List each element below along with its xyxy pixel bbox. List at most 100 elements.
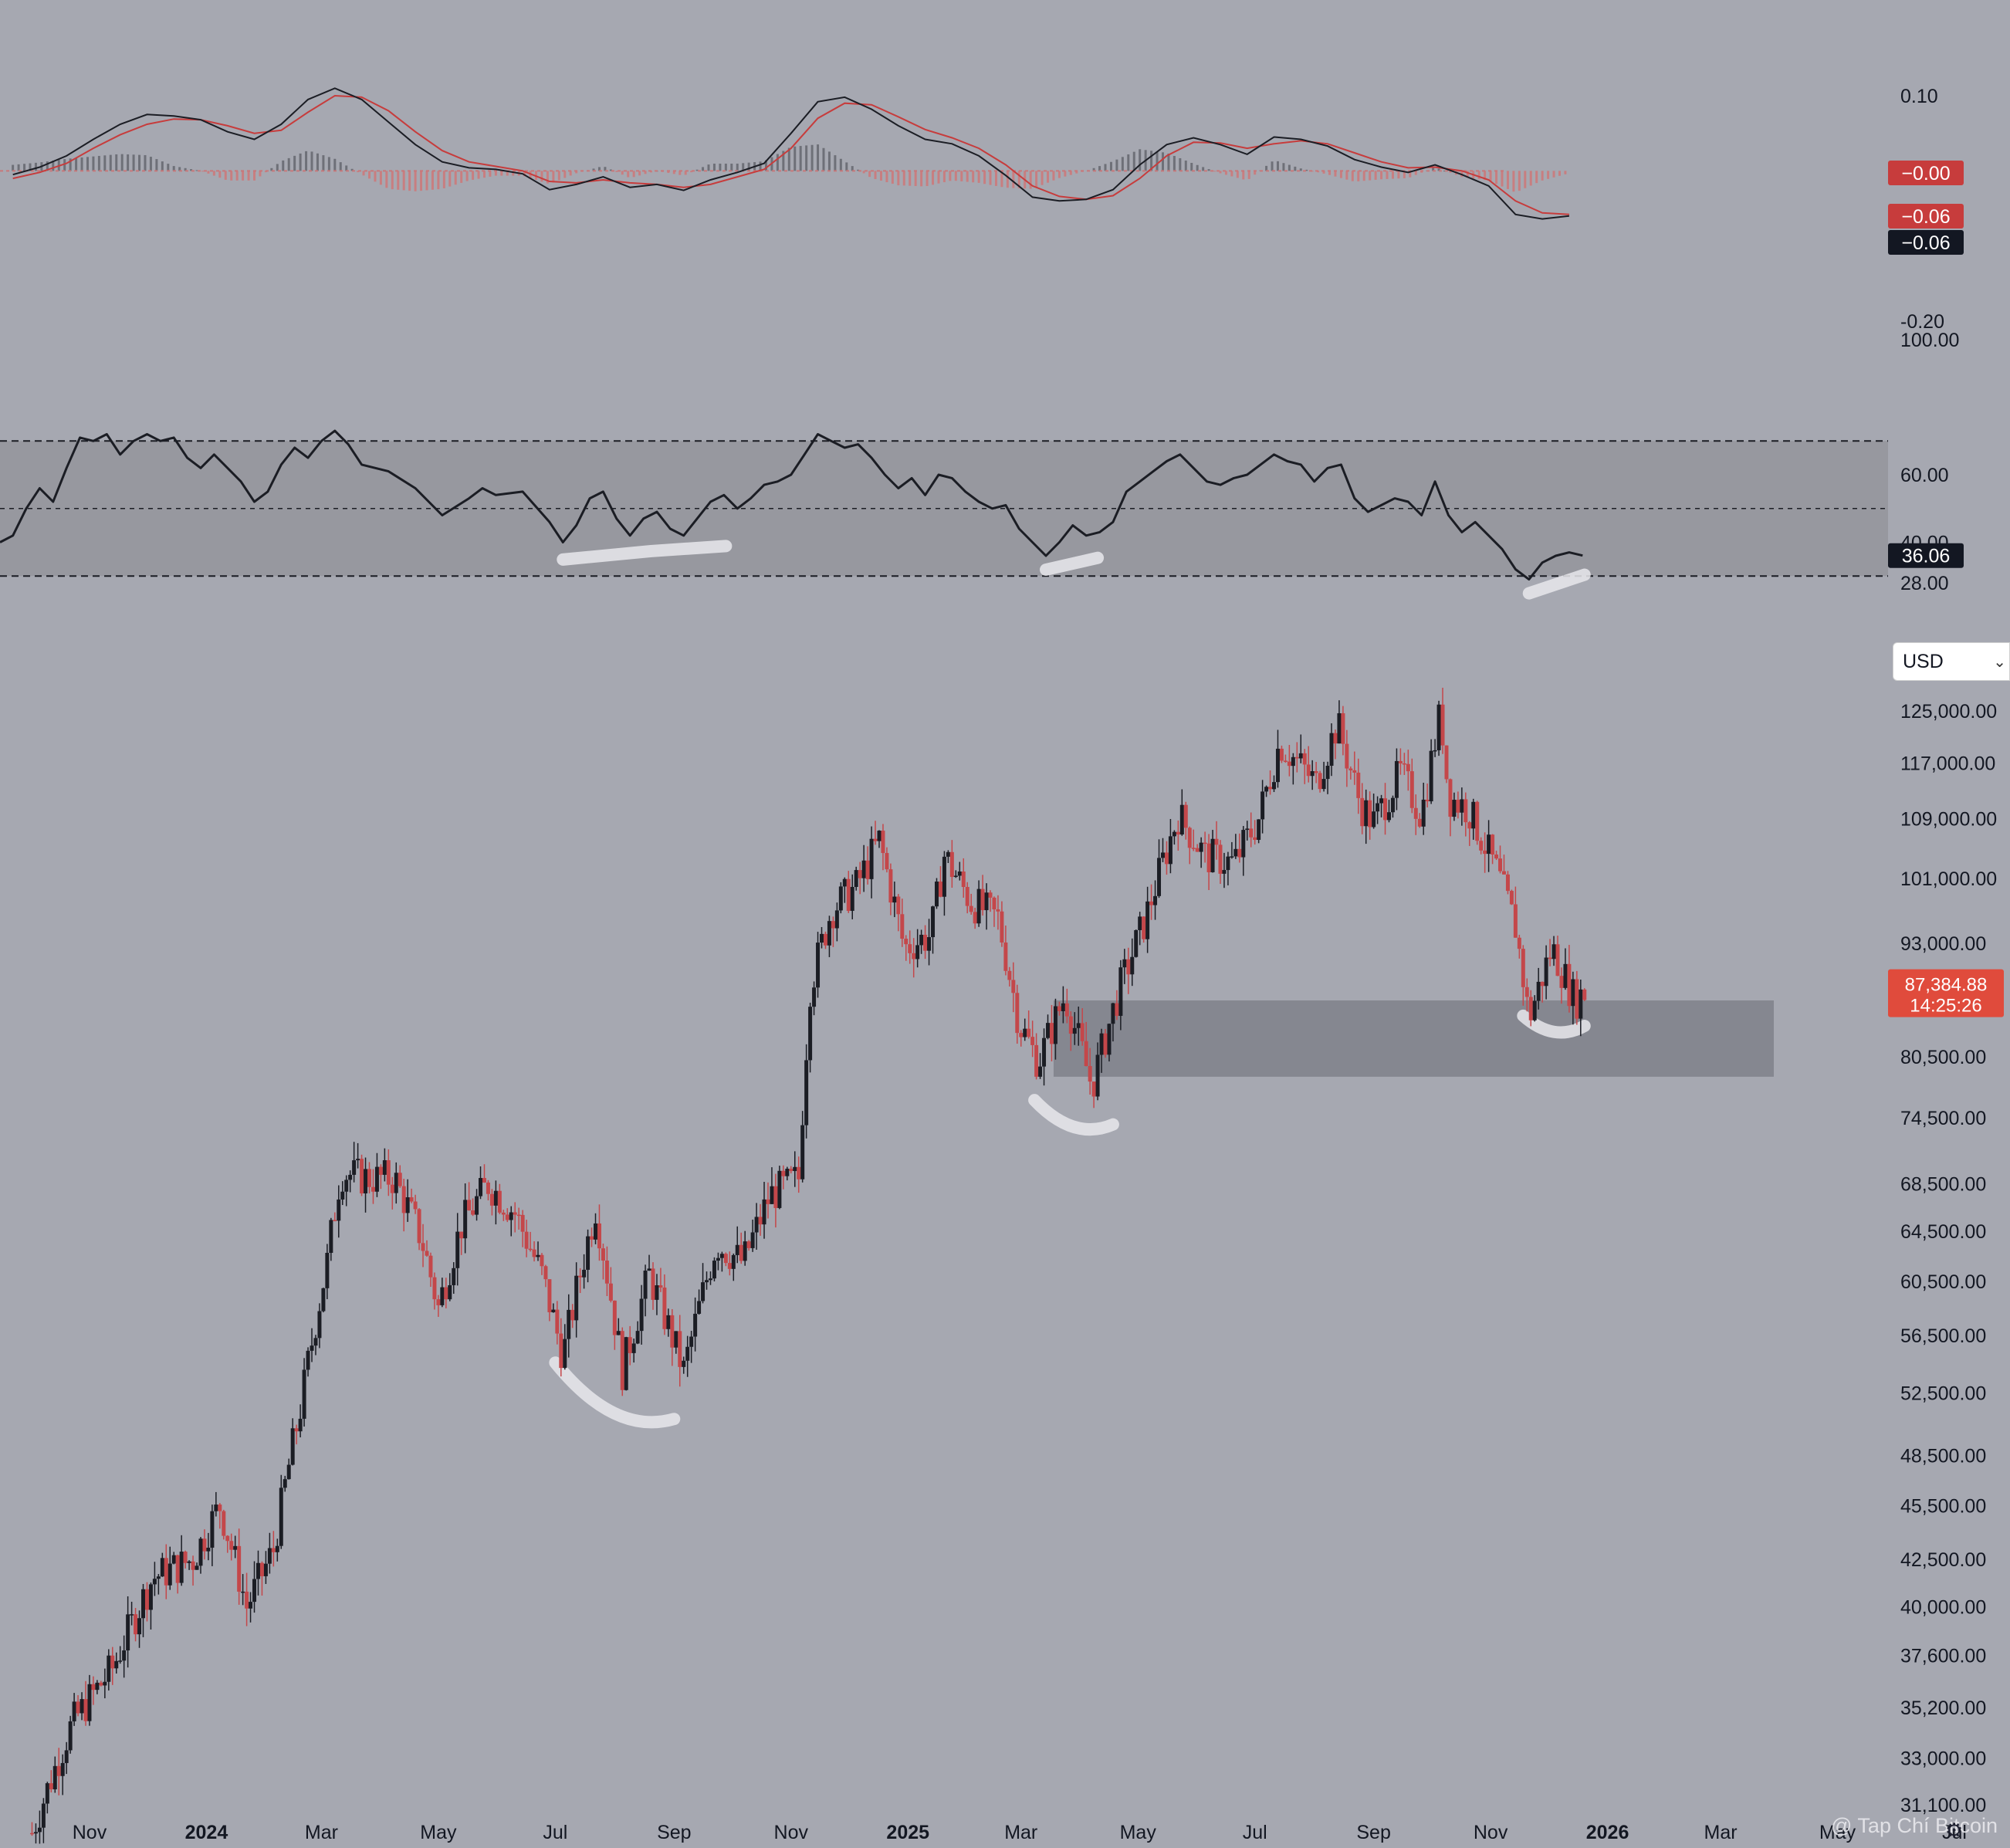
candle-body — [816, 943, 821, 988]
candle-body — [1160, 852, 1165, 858]
macd-histogram-bar — [1489, 171, 1492, 181]
price-highlight-stroke — [549, 1356, 681, 1429]
candle-body — [271, 1548, 276, 1552]
candle-body — [996, 909, 1000, 912]
macd-histogram-bar — [736, 163, 739, 171]
candle-body — [643, 1271, 648, 1299]
macd-histogram-bar — [242, 171, 245, 181]
macd-histogram-bar — [960, 171, 963, 181]
macd-histogram-bar — [357, 171, 360, 173]
candle-body — [1003, 942, 1008, 971]
macd-histogram-bar — [839, 158, 842, 171]
macd-histogram-bar — [63, 159, 66, 171]
candle-body — [279, 1488, 283, 1546]
candle-body — [275, 1545, 279, 1552]
candle-body — [283, 1479, 287, 1488]
candle-body — [1103, 1033, 1108, 1055]
macd-histogram-bar — [862, 171, 865, 174]
macd-histogram-bar — [1132, 151, 1135, 171]
macd-histogram-bar — [127, 154, 130, 171]
macd-histogram-bar — [1369, 171, 1372, 181]
candle-body — [516, 1214, 521, 1217]
candle-body — [861, 860, 866, 878]
macd-histogram-bar — [834, 155, 837, 171]
candle-body — [957, 871, 962, 876]
time-tick-label: Jul — [543, 1822, 567, 1843]
settings-icon[interactable]: ⚙ — [1945, 1819, 1964, 1842]
candle-body — [1068, 1016, 1073, 1034]
macd-histogram-bar — [794, 146, 797, 171]
candle-body — [850, 886, 854, 911]
candle-body — [674, 1331, 678, 1348]
candle-body — [777, 1170, 782, 1208]
macd-histogram-bar — [1466, 171, 1469, 178]
candle-body — [567, 1309, 571, 1339]
candle-body — [1444, 745, 1449, 780]
candle-body — [394, 1173, 398, 1193]
macd-histogram-bar — [75, 157, 78, 171]
candle-body — [475, 1196, 479, 1215]
macd-histogram-bar — [1127, 154, 1130, 171]
time-tick-label: Mar — [305, 1822, 338, 1843]
candle-body — [1064, 1003, 1069, 1017]
candle-body — [122, 1650, 127, 1661]
candle-body — [919, 934, 924, 946]
macd-histogram-bar — [103, 155, 107, 171]
currency-select-button[interactable]: USD ⌄ — [1893, 642, 2010, 681]
time-tick-label: Nov — [1474, 1822, 1508, 1843]
candle-body — [655, 1285, 659, 1300]
candle-body — [536, 1254, 540, 1257]
candle-body — [378, 1166, 383, 1175]
candle-body — [1448, 779, 1453, 817]
candle-body — [1230, 856, 1234, 858]
candle-body — [321, 1288, 326, 1312]
time-tick-label: 2026 — [1586, 1822, 1629, 1843]
macd-histogram-bar — [879, 171, 882, 181]
candle-body — [908, 944, 912, 953]
macd-histogram-bar — [799, 146, 802, 171]
macd-histogram-bar — [1386, 171, 1389, 179]
macd-histogram-bar — [1529, 171, 1532, 186]
candle-body — [1467, 822, 1472, 829]
time-axis[interactable]: Nov 2024 Mar May Jul Sep Nov 2025 Mar May Jul Sep No… — [73, 1822, 1967, 1843]
macd-histogram-bar — [1000, 171, 1003, 188]
macd-histogram-bar — [1391, 171, 1394, 179]
candle-body — [869, 838, 874, 879]
macd-histogram-bar — [1374, 171, 1377, 180]
candle-body — [340, 1191, 345, 1200]
candle-body — [1015, 993, 1020, 1034]
candle-body — [1402, 763, 1406, 765]
candle-body — [306, 1350, 310, 1370]
macd-histogram-bar — [282, 160, 285, 171]
candle-body — [252, 1579, 257, 1603]
candle-body — [1206, 843, 1211, 872]
macd-histogram-bar — [1420, 171, 1423, 173]
price-tick-label: 93,000.00 — [1900, 933, 1986, 955]
macd-histogram-bar — [172, 166, 175, 171]
macd-histogram-bar — [644, 171, 647, 174]
candle-body — [1364, 800, 1369, 827]
candle-body — [888, 869, 893, 903]
candle-body — [1436, 704, 1441, 750]
candle-body — [597, 1223, 601, 1249]
macd-histogram-bar — [374, 171, 377, 182]
candle-body — [1153, 895, 1158, 905]
price-tick-label: 33,000.00 — [1900, 1748, 1986, 1770]
candle-body — [631, 1343, 636, 1353]
candle-body — [497, 1190, 502, 1213]
macd-histogram-bar — [1403, 171, 1406, 178]
macd-histogram-bar — [942, 171, 946, 183]
macd-value-badge — [1888, 161, 1964, 185]
candle-body — [620, 1331, 624, 1390]
support-zone — [1053, 1000, 1774, 1077]
candle-body — [114, 1660, 119, 1669]
macd-histogram-bar — [1254, 171, 1257, 175]
candle-body — [719, 1254, 724, 1258]
candle-body — [263, 1563, 268, 1576]
candle-body — [87, 1684, 92, 1721]
macd-histogram-bar — [1501, 171, 1504, 187]
candle-body — [896, 896, 901, 915]
candle-body — [934, 882, 939, 907]
candle-body — [1501, 871, 1506, 875]
